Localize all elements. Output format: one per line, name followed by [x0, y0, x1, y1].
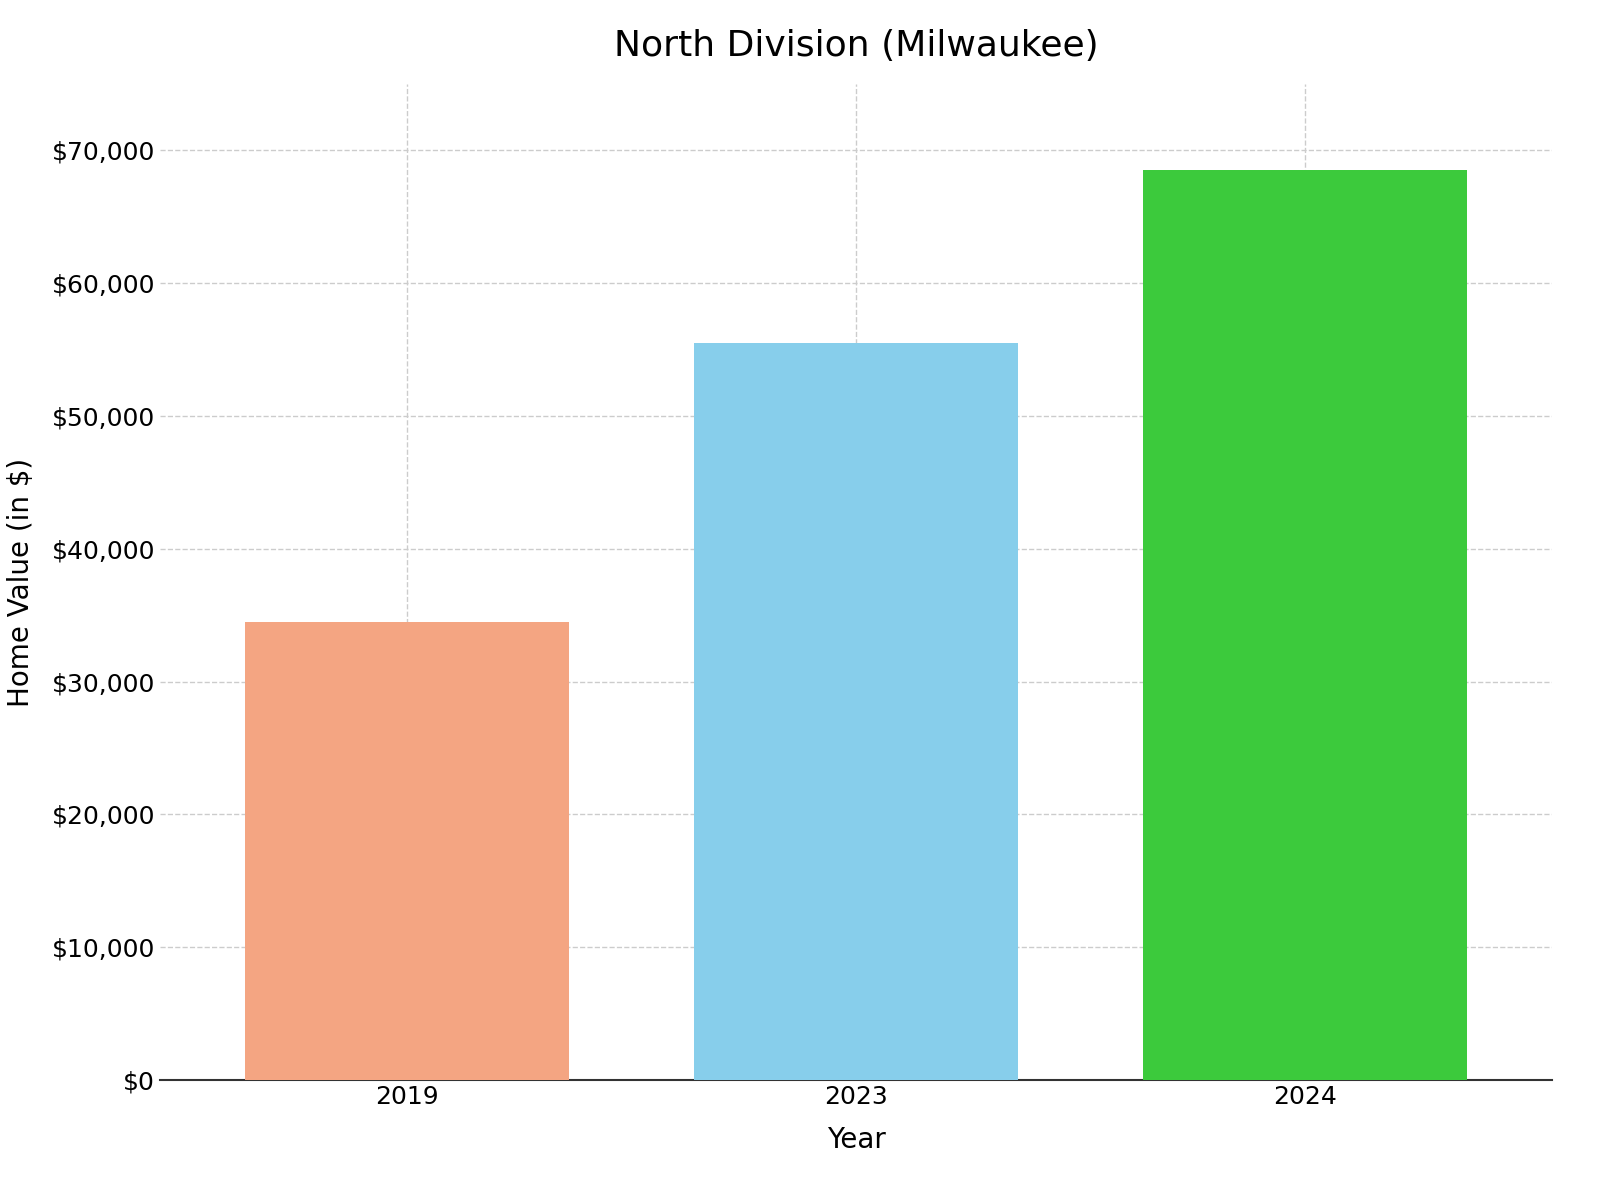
Bar	[1144, 170, 1467, 1080]
Title: North Division (Milwaukee): North Division (Milwaukee)	[614, 29, 1098, 64]
Bar	[245, 622, 568, 1080]
Bar	[694, 343, 1018, 1080]
X-axis label: Year: Year	[827, 1126, 885, 1153]
Y-axis label: Home Value (in $): Home Value (in $)	[6, 457, 35, 707]
